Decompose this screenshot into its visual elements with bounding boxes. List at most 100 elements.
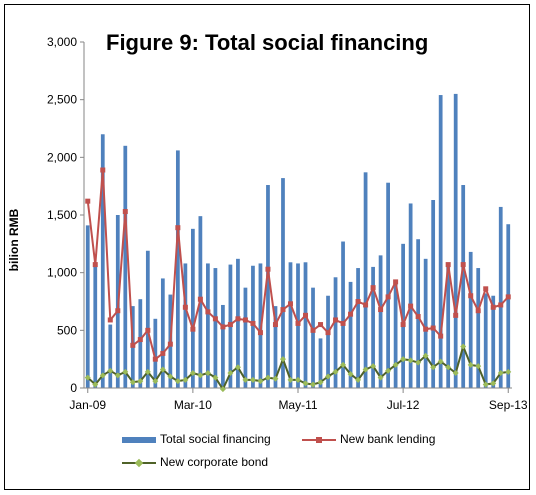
corporate-bond-point (129, 379, 136, 386)
corporate-bond-point (257, 378, 264, 385)
corporate-bond-point (295, 376, 301, 383)
y-axis-label: bilion RMB (7, 208, 21, 272)
bank-lending-point (408, 303, 414, 309)
bank-lending-point (265, 266, 271, 272)
corporate-bond-point (310, 381, 317, 388)
corporate-bond-point (377, 374, 384, 381)
bank-lending-point (295, 320, 301, 326)
corporate-bond-point (340, 361, 347, 368)
bank-lending-point (137, 337, 143, 343)
corporate-bond-point (174, 378, 181, 385)
bar (123, 145, 128, 388)
corporate-bond-point (167, 373, 174, 380)
bar (281, 178, 285, 388)
bar (401, 243, 405, 388)
bank-lending-point (115, 308, 121, 314)
corporate-bond-point (362, 366, 369, 373)
corporate-bond-point (204, 370, 211, 377)
corporate-bond-point (234, 364, 241, 371)
bar (160, 278, 165, 388)
corporate-bond-point (370, 363, 377, 370)
corporate-bond-point (437, 358, 444, 365)
bank-lending-point (212, 316, 218, 322)
bank-lending-point (385, 294, 391, 300)
y-tick-label: 1,500 (47, 208, 77, 222)
bar (183, 263, 188, 388)
corporate-bond-point (407, 357, 414, 364)
bank-lending-point (272, 322, 278, 328)
bank-lending-point (92, 262, 98, 268)
bar (273, 306, 278, 388)
corporate-bond-point (279, 356, 286, 363)
corporate-bond-point (325, 373, 332, 380)
corporate-bond-point (482, 381, 489, 388)
bank-lending-point (460, 262, 466, 268)
y-tick-label: 500 (57, 323, 77, 337)
bar (266, 185, 270, 388)
corporate-bond-point (197, 372, 204, 379)
corporate-bond-point (242, 376, 249, 383)
x-tick-label: May-11 (278, 398, 317, 412)
corporate-bond-point (159, 366, 166, 373)
corporate-bond-point (272, 375, 279, 382)
bar (326, 295, 330, 388)
legend-swatch-bar (122, 436, 156, 443)
corporate-bond-point (460, 343, 467, 350)
x-tick-label: Mar-10 (174, 398, 212, 412)
corporate-bond-point (212, 374, 219, 381)
bar (453, 93, 458, 389)
bar (100, 134, 105, 388)
legend-item-total-social-financing: Total social financing (122, 432, 271, 446)
x-tick-label: Jan-09 (69, 398, 106, 412)
bank-lending-point (445, 262, 451, 268)
corporate-bond-point (452, 370, 459, 377)
bank-lending-point (182, 304, 188, 310)
y-tick-label: 2,000 (47, 150, 77, 164)
bar (378, 255, 383, 388)
corporate-bond-point (137, 378, 144, 385)
corporate-bond-point (445, 364, 452, 371)
bank-lending-point (490, 304, 496, 310)
y-tick-label: 3,000 (47, 35, 77, 49)
bar (371, 266, 375, 388)
corporate-bond-point (249, 376, 256, 383)
bar (221, 304, 225, 388)
corporate-bond-point (189, 370, 196, 377)
legend-label: Total social financing (160, 432, 271, 446)
bar (363, 172, 368, 388)
bank-lending-point (318, 322, 324, 328)
bank-lending-point (190, 326, 196, 332)
bar (386, 182, 390, 388)
bar (423, 258, 428, 388)
chart-title: Figure 9: Total social financing (106, 30, 429, 55)
bar (446, 266, 451, 388)
y-tick-label: 0 (70, 381, 77, 395)
bank-lending-point (468, 293, 474, 299)
bank-lending-point (152, 356, 158, 362)
corporate-bond-point (497, 370, 504, 377)
bank-lending-point (378, 307, 384, 313)
bar (93, 264, 98, 388)
bank-lending-point (498, 302, 504, 308)
bar (341, 241, 345, 388)
bank-lending-point (340, 320, 346, 326)
bar (303, 262, 308, 388)
bank-lending-point (348, 311, 354, 317)
bank-lending-point (325, 330, 331, 336)
bar (461, 185, 466, 388)
legend-item-new-bank-lending: New bank lending (302, 432, 435, 446)
y-tick-label: 2,500 (47, 93, 77, 107)
bank-lending-point (85, 198, 91, 204)
bank-lending-point (167, 341, 173, 347)
legend-swatch-line (302, 434, 336, 446)
corporate-bond-point (99, 372, 106, 379)
corporate-bond-point (385, 367, 392, 374)
bank-lending-point (227, 322, 233, 328)
bank-lending-point (160, 350, 166, 356)
corporate-bond-point (302, 380, 309, 387)
corporate-bond-point (422, 352, 429, 359)
corporate-bond-point (475, 363, 482, 370)
bar (191, 228, 195, 388)
y-tick-label: 1,000 (47, 266, 77, 280)
